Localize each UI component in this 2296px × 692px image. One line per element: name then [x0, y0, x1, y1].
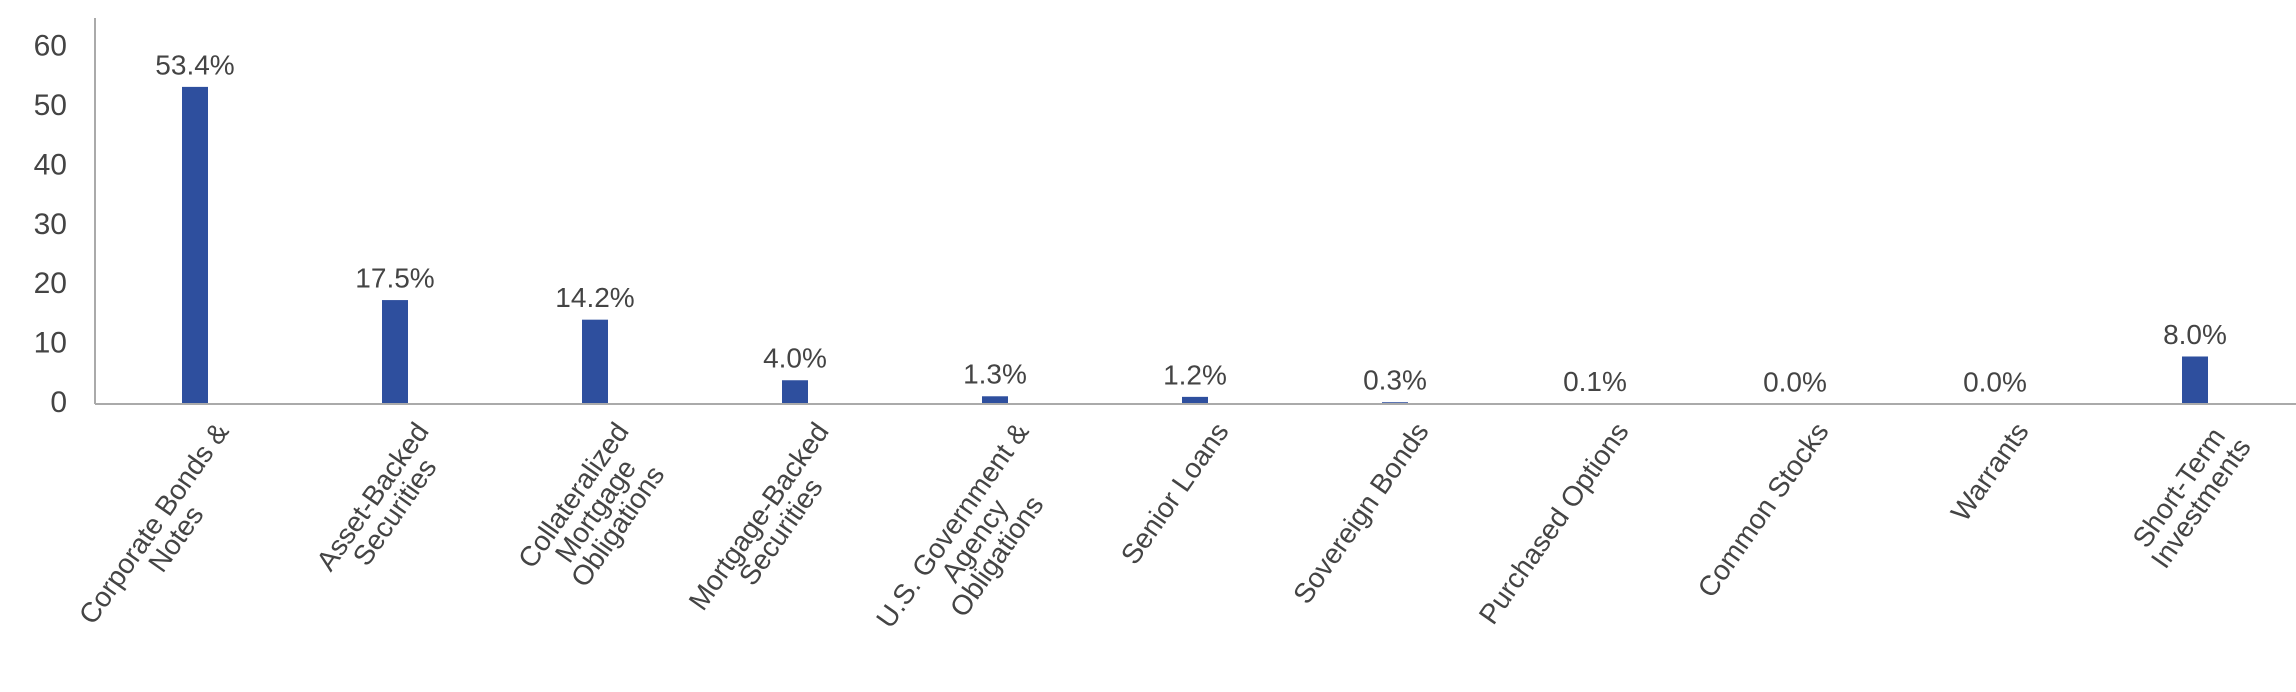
bar — [382, 300, 408, 404]
value-label: 53.4% — [155, 49, 234, 80]
value-label: 1.2% — [1163, 359, 1227, 390]
y-tick-label: 0 — [50, 386, 67, 419]
y-tick-label: 10 — [34, 327, 67, 360]
bar — [2182, 356, 2208, 404]
y-tick-label: 20 — [34, 267, 67, 300]
value-label: 0.0% — [1763, 366, 1827, 397]
bar — [782, 380, 808, 404]
value-label: 0.0% — [1963, 366, 2027, 397]
value-label: 0.1% — [1563, 366, 1627, 397]
y-tick-label: 60 — [34, 30, 67, 63]
value-label: 1.3% — [963, 359, 1027, 390]
bar — [182, 86, 208, 404]
bar — [1182, 396, 1208, 404]
value-label: 0.3% — [1363, 365, 1427, 396]
bar — [582, 319, 608, 404]
value-label: 8.0% — [2163, 319, 2227, 350]
value-label: 4.0% — [763, 343, 827, 374]
y-tick-label: 50 — [34, 89, 67, 122]
value-label: 17.5% — [355, 262, 434, 293]
value-label: 14.2% — [555, 282, 634, 313]
y-tick-label: 30 — [34, 208, 67, 241]
bar — [982, 396, 1008, 404]
y-tick-label: 40 — [34, 148, 67, 181]
